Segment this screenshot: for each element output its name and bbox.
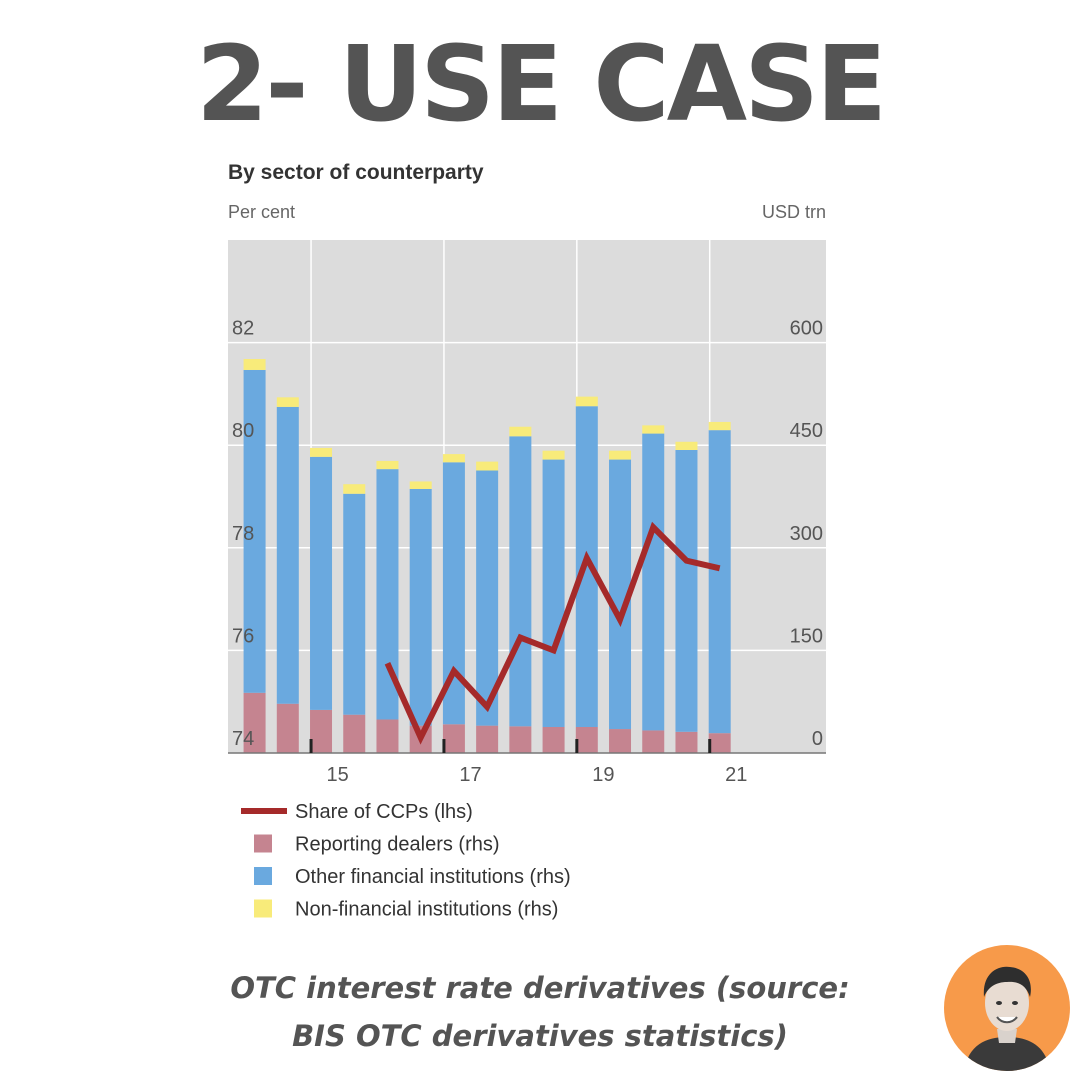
legend-swatch (254, 899, 272, 918)
bar-segment (609, 729, 632, 753)
bar-segment (476, 470, 499, 726)
bar-segment (542, 459, 565, 728)
bar-segment (675, 731, 698, 753)
y-left-tick-label: 80 (232, 420, 254, 442)
legend: Share of CCPs (lhs) Reporting dealers (rh… (241, 801, 571, 921)
y-right-tick-label: 600 (790, 318, 823, 340)
y-left-tick-label: 78 (232, 523, 254, 545)
bar-segment (276, 703, 299, 753)
slide-title: 2- USE CASE (195, 23, 887, 145)
x-tick-label: 17 (459, 764, 481, 786)
bar-segment (642, 730, 665, 753)
legend-label: Other financial institutions (rhs) (295, 866, 571, 888)
bar-segment (476, 725, 499, 753)
bar-segment (409, 481, 432, 489)
bar-segment (343, 484, 366, 494)
axes: 74 0 76 150 78 300 80 450 82 600 15 17 19 21 (228, 318, 826, 786)
y-axis-right-label: USD trn (762, 202, 826, 222)
ccp-share-polyline (384, 521, 721, 745)
x-tick-label: 19 (592, 764, 614, 786)
y-left-tick-label: 74 (232, 728, 254, 750)
caption-line-1: OTC interest rate derivatives (source: (230, 971, 850, 1005)
legend-swatch (254, 867, 272, 885)
legend-label: Share of CCPs (lhs) (295, 801, 473, 823)
bar-segment (509, 436, 532, 727)
chart-title: By sector of counterparty (228, 161, 484, 184)
bar-segment (708, 733, 731, 753)
y-left-tick-label: 76 (232, 625, 254, 647)
bar-segment (376, 469, 399, 720)
bar-segment (376, 460, 399, 470)
bar-segment (509, 726, 532, 753)
legend-label: Non-financial institutions (rhs) (295, 899, 558, 921)
bar-segment (243, 369, 266, 693)
bar-segment (442, 454, 465, 463)
bar-segment (310, 447, 333, 457)
x-tick-label: 15 (327, 764, 349, 786)
bar-segment (575, 396, 598, 407)
bar-segment (675, 449, 698, 732)
bar-segment (243, 359, 266, 370)
legend-label: Reporting dealers (rhs) (295, 834, 500, 856)
bar-segment (310, 456, 333, 710)
bars (243, 359, 731, 753)
bar-segment (276, 397, 299, 407)
bar-segment (243, 692, 266, 753)
bar-segment (642, 433, 665, 731)
legend-swatch (254, 834, 272, 853)
bar-segment (442, 462, 465, 725)
bar-segment (609, 459, 632, 730)
bar-segment (675, 441, 698, 450)
y-left-tick-label: 82 (232, 318, 254, 340)
bar-segment (575, 727, 598, 753)
y-right-tick-label: 450 (790, 420, 823, 442)
caption: OTC interest rate derivatives (source: B… (0, 964, 1080, 1060)
bar-segment (343, 714, 366, 753)
bar-segment (343, 493, 366, 715)
bar-segment (542, 450, 565, 460)
bar-segment (409, 488, 432, 726)
y-right-tick-label: 0 (812, 728, 823, 750)
bar-segment (708, 421, 731, 431)
author-avatar (944, 945, 1070, 1071)
bar-segment (708, 430, 731, 734)
bar-segment (609, 450, 632, 460)
bar-segment (310, 709, 333, 753)
bar-segment (276, 406, 299, 704)
x-tick-label: 21 (725, 764, 747, 786)
bar-segment (542, 727, 565, 753)
bar-segment (642, 425, 665, 434)
bar-segment (476, 461, 499, 471)
y-right-tick-label: 150 (790, 625, 823, 647)
y-axis-left-label: Per cent (228, 202, 295, 222)
bar-segment (509, 426, 532, 437)
y-right-tick-label: 300 (790, 523, 823, 545)
ccp-share-line (384, 521, 721, 745)
bar-segment (376, 719, 399, 753)
bar-segment (442, 724, 465, 753)
caption-line-2: BIS OTC derivatives statistics) (292, 1019, 788, 1053)
